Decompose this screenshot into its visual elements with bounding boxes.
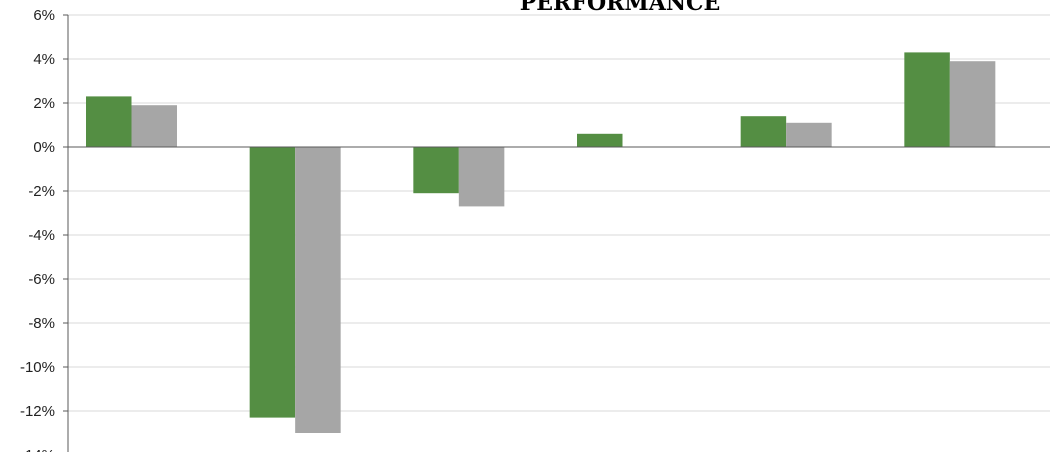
y-tick-label: 6% — [33, 7, 55, 24]
y-tick-label: 0% — [33, 139, 55, 156]
y-tick-label: 4% — [33, 51, 55, 68]
bar-series-1-category-3 — [413, 147, 459, 194]
bar-series-1-category-6 — [904, 52, 950, 147]
bars — [86, 52, 996, 433]
y-tick-label: -14% — [20, 447, 55, 452]
bar-series-1-category-5 — [740, 116, 787, 147]
y-tick-label: 2% — [33, 95, 55, 112]
bar-series-2-category-2 — [295, 147, 341, 433]
bar-series-2-category-5 — [786, 122, 832, 147]
y-tick-labels: 6% 4% 2% 0% -2% -4% -6% -8% -10% -12% -14% — [20, 7, 55, 452]
bar-series-1-category-1 — [86, 96, 132, 147]
bar-series-1-category-4 — [577, 133, 623, 147]
bar-series-1-category-2 — [249, 147, 296, 418]
gridlines — [68, 14, 1050, 412]
y-tick-label: -4% — [28, 227, 55, 244]
y-tick-label: -10% — [20, 359, 55, 376]
bar-series-2-category-1 — [131, 105, 177, 147]
y-tick-label: -12% — [20, 403, 55, 420]
y-tick-label: -6% — [28, 271, 55, 288]
y-tick-label: -8% — [28, 315, 55, 332]
y-tick-label: -2% — [28, 183, 55, 200]
bar-series-2-category-6 — [949, 61, 996, 148]
chart-title: PERFORMANCE — [520, 0, 720, 16]
bar-series-2-category-3 — [458, 147, 505, 207]
axes — [63, 14, 1050, 452]
